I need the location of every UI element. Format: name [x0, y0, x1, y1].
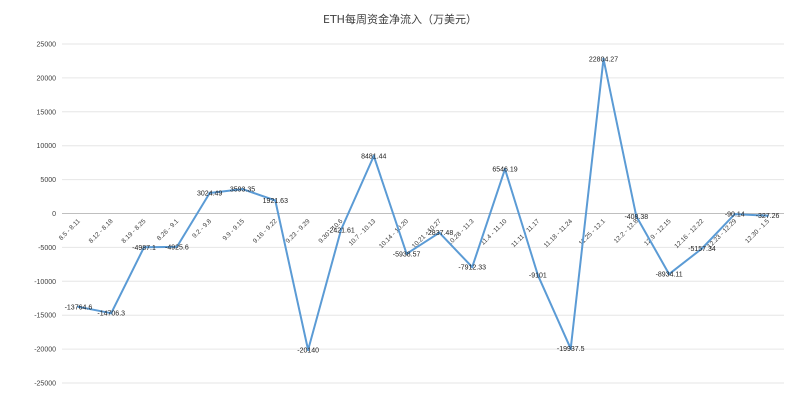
x-tick-label: 12.9 - 12.15: [643, 218, 673, 248]
data-point: [405, 252, 408, 255]
data-label: -90.14: [725, 212, 745, 219]
data-labels: -13764.6 -14706.3 -4987.1 -4925.6 3024.49 359…: [65, 56, 780, 354]
data-label: -2421.61: [327, 227, 355, 234]
y-tick-label: -25000: [34, 381, 56, 388]
data-label: -327.26: [756, 213, 780, 220]
x-tick-label: 9.16 - 9.22: [252, 218, 279, 245]
data-point: [77, 305, 80, 309]
data-point: [372, 154, 375, 158]
data-point: [536, 274, 540, 277]
chart-title: ETH每周资金净流入（万美元）: [323, 12, 477, 26]
y-tick-label: 20000: [37, 75, 57, 82]
data-point: [208, 191, 211, 195]
y-tick-label: -10000: [34, 279, 56, 286]
data-point: [274, 199, 277, 202]
y-tick-label: -20000: [34, 347, 56, 354]
data-point: [602, 57, 605, 61]
data-point: [766, 214, 769, 217]
data-label: -20140: [297, 348, 319, 355]
data-label: 1921.63: [263, 198, 288, 205]
x-tick-label: 9.9 - 9.15: [222, 218, 247, 243]
data-point: [175, 245, 179, 249]
data-point: [569, 347, 572, 350]
data-label: -4925.6: [165, 244, 189, 251]
data-point: [635, 215, 638, 218]
data-label: -7912.33: [458, 265, 486, 272]
data-point: [306, 348, 310, 352]
data-label: -5938.57: [393, 251, 421, 258]
data-point: [241, 187, 244, 191]
x-tick-label: 12.2 - 12.8: [613, 218, 640, 245]
data-point: [142, 246, 146, 249]
data-point: [339, 228, 343, 232]
data-label: -2837.48: [426, 230, 454, 237]
gridlines: [62, 43, 784, 384]
data-label: -5157.34: [688, 246, 716, 253]
data-label: 3024.49: [197, 190, 222, 197]
y-tick-label: 25000: [37, 42, 57, 49]
x-tick-label: 8.26 - 9.1: [156, 218, 181, 243]
x-tick-label: 8.19 - 8.25: [121, 218, 148, 245]
data-label: -8934.11: [656, 272, 683, 279]
data-label: -14706.3: [97, 311, 125, 318]
data-point: [700, 247, 704, 250]
y-tick-label: 15000: [37, 109, 57, 116]
data-label: -4987.1: [132, 245, 156, 252]
data-point: [471, 265, 474, 269]
x-tick-label: 10.14 - 10.20: [378, 218, 410, 250]
x-tick-label: 9.2 - 9.8: [191, 218, 213, 240]
data-point: [110, 312, 113, 315]
data-point: [438, 231, 441, 234]
y-tick-label: -5000: [38, 245, 56, 252]
x-tick-label: 8.5 - 8.11: [58, 218, 82, 242]
x-tick-label: 9.23 - 9.29: [285, 218, 312, 245]
data-label: -9101: [529, 273, 547, 280]
y-tick-label: -15000: [34, 313, 56, 320]
x-tick-label: 12.30 - 1.5: [744, 218, 771, 245]
data-label: -19937.5: [557, 346, 585, 353]
data-label: -408.38: [624, 214, 648, 221]
x-tick-label: 11.18 - 11.24: [543, 218, 575, 250]
data-label: 3593.35: [230, 187, 255, 194]
y-tick-label: 10000: [37, 143, 57, 150]
data-point: [733, 212, 736, 216]
data-label: 22804.27: [589, 56, 618, 63]
data-label: 8481.44: [361, 153, 386, 160]
y-tick-label: 0: [52, 211, 56, 218]
x-tick-label: 8.12 - 8.18: [88, 218, 115, 245]
data-label: 6546.19: [492, 167, 517, 174]
data-point: [667, 272, 671, 276]
data-point: [503, 167, 507, 171]
data-label: -13764.6: [65, 304, 93, 311]
y-tick-label: 5000: [40, 177, 56, 184]
y-axis-tick-labels: -25000 -20000 -15000 -10000 -5000 0 5000 10000 1…: [34, 42, 56, 388]
series-lines: [77, 57, 769, 352]
series-line: [78, 57, 768, 351]
